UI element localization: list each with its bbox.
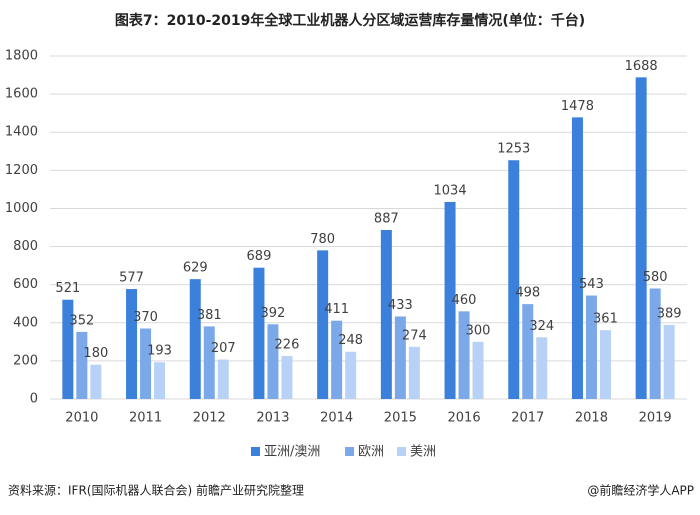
value-label: 193 — [147, 344, 172, 359]
legend-label: 亚洲/澳洲 — [264, 444, 320, 460]
chart-title: 图表7：2010-2019年全球工业机器人分区域运营库存量情况(单位：千台) — [115, 12, 585, 29]
value-label: 1478 — [561, 99, 594, 114]
bar — [444, 201, 456, 399]
value-label: 577 — [119, 271, 144, 286]
x-tick-label: 2013 — [256, 411, 289, 426]
bar — [90, 364, 102, 399]
value-label: 226 — [275, 337, 300, 352]
bar — [281, 355, 293, 399]
value-label: 580 — [643, 270, 668, 285]
bar — [76, 331, 88, 399]
bar — [267, 324, 279, 399]
y-tick-label: 800 — [13, 239, 38, 254]
bar — [189, 279, 201, 399]
y-tick-label: 1800 — [5, 49, 38, 64]
legend-label: 欧洲 — [358, 445, 384, 460]
x-tick-label: 2016 — [448, 411, 481, 426]
value-label: 498 — [515, 286, 540, 301]
bar — [345, 351, 357, 399]
value-label: 370 — [133, 310, 158, 325]
value-label: 543 — [579, 277, 604, 292]
value-label: 207 — [211, 341, 236, 356]
x-tick-label: 2011 — [129, 411, 162, 426]
x-tick-label: 2018 — [575, 411, 608, 426]
y-tick-label: 600 — [13, 277, 38, 292]
y-tick-label: 1000 — [5, 201, 38, 216]
value-label: 887 — [374, 211, 399, 226]
bar — [140, 328, 152, 399]
bar — [217, 359, 229, 399]
value-label: 780 — [310, 232, 335, 247]
legend-swatch — [345, 447, 354, 456]
legend-swatch — [251, 447, 260, 456]
x-tick-label: 2017 — [511, 411, 544, 426]
bar — [571, 117, 583, 399]
value-label: 433 — [388, 298, 413, 313]
bar — [663, 324, 675, 399]
x-tick-label: 2019 — [639, 411, 672, 426]
bar — [317, 250, 329, 399]
value-label: 361 — [593, 312, 618, 327]
x-tick-label: 2012 — [193, 411, 226, 426]
y-tick-label: 1400 — [5, 125, 38, 140]
bar — [394, 316, 406, 399]
value-label: 521 — [55, 281, 80, 296]
bar — [458, 311, 470, 399]
value-label: 392 — [261, 306, 286, 321]
y-tick-label: 200 — [13, 353, 38, 368]
bar — [62, 299, 74, 399]
value-label: 300 — [466, 323, 491, 338]
x-tick-label: 2010 — [65, 411, 98, 426]
bar — [508, 160, 520, 399]
bar — [635, 77, 647, 399]
source-note: 资料来源：IFR(国际机器人联合会) 前瞻产业研究院整理 — [8, 483, 304, 498]
y-tick-label: 1200 — [5, 163, 38, 178]
value-label: 411 — [324, 302, 349, 317]
bar — [522, 304, 534, 399]
bar — [408, 346, 420, 399]
credit: @前瞻经济学人APP — [587, 483, 694, 498]
legend-swatch — [397, 447, 406, 456]
x-tick-label: 2014 — [320, 411, 353, 426]
x-tick-label: 2015 — [384, 411, 417, 426]
value-label: 460 — [452, 293, 477, 308]
bar — [536, 337, 548, 399]
value-label: 1253 — [497, 142, 530, 157]
value-label: 381 — [197, 308, 222, 323]
bar — [253, 267, 265, 399]
bar — [585, 295, 597, 399]
legend-label: 美洲 — [410, 445, 436, 460]
value-label: 248 — [338, 333, 363, 348]
bar — [380, 229, 392, 399]
y-tick-label: 1600 — [5, 87, 38, 102]
y-tick-label: 0 — [30, 392, 38, 407]
bar — [472, 341, 484, 399]
value-label: 389 — [657, 306, 682, 321]
bar — [331, 320, 343, 399]
value-label: 274 — [402, 328, 427, 343]
bar — [599, 330, 611, 399]
value-label: 1688 — [625, 59, 658, 74]
value-label: 1034 — [434, 183, 467, 198]
bar — [154, 362, 166, 399]
bar — [203, 326, 215, 399]
bar — [126, 289, 138, 399]
value-label: 324 — [529, 319, 554, 334]
value-label: 180 — [83, 346, 108, 361]
value-label: 352 — [69, 313, 94, 328]
bar — [649, 288, 661, 399]
y-tick-label: 400 — [13, 315, 38, 330]
value-label: 629 — [183, 261, 208, 276]
value-label: 689 — [247, 249, 272, 264]
